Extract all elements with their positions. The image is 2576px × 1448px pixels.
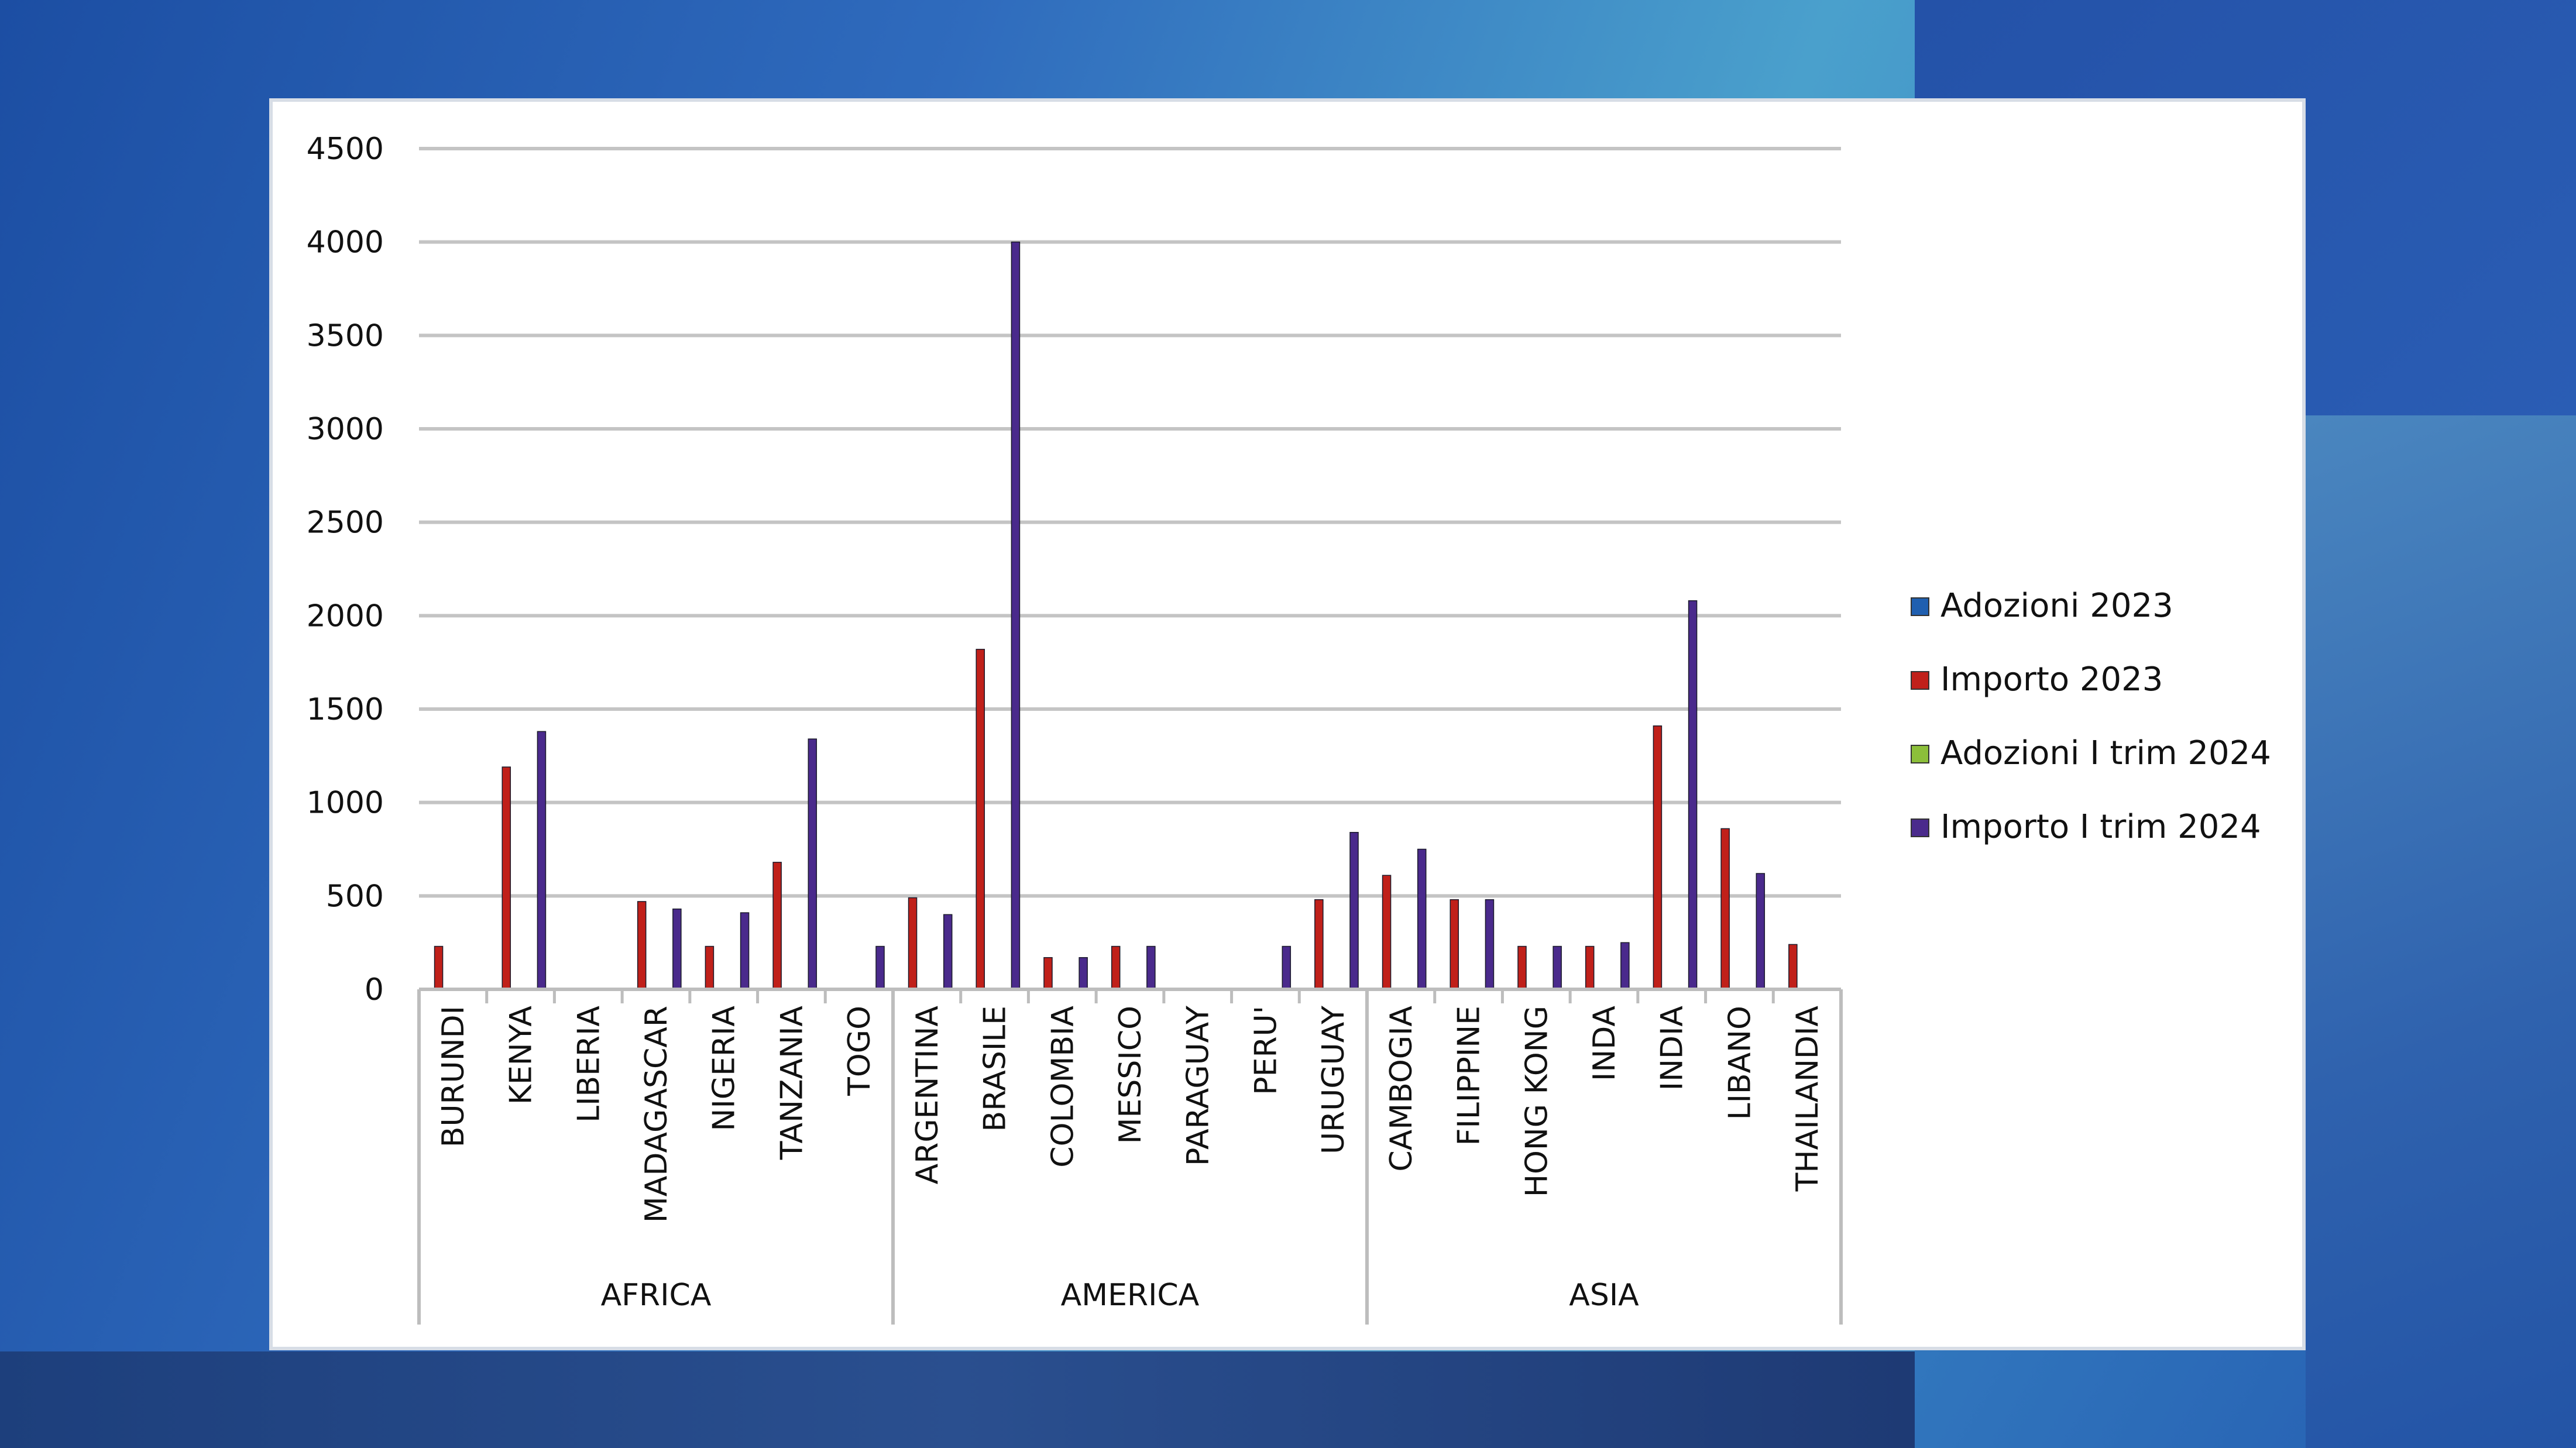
legend-label: Adozioni 2023 <box>1940 587 2173 625</box>
bar <box>1756 873 1766 990</box>
bar <box>1011 241 1021 990</box>
bar <box>1382 875 1392 990</box>
x-category-label: THAILANDIA <box>1790 1006 1825 1192</box>
x-category-label: BURUNDI <box>436 1006 471 1147</box>
y-tick-label: 4500 <box>307 132 384 167</box>
x-category-label: HONG KONG <box>1519 1006 1554 1197</box>
bar <box>908 897 918 990</box>
bar <box>1585 945 1595 990</box>
x-category-label: MADAGASCAR <box>639 1006 674 1223</box>
bar <box>1788 944 1798 990</box>
y-tick-label: 1000 <box>307 786 384 821</box>
bar <box>1517 945 1527 990</box>
x-category-label: PARAGUAY <box>1181 1006 1216 1166</box>
bar <box>1653 725 1663 990</box>
legend-swatch <box>1911 818 1929 837</box>
legend-swatch <box>1911 671 1929 690</box>
bar <box>705 945 715 990</box>
bar <box>1043 957 1053 990</box>
group-label: AMERICA <box>1061 1278 1200 1313</box>
x-category-label: KENYA <box>504 1006 539 1105</box>
bar <box>1079 957 1088 990</box>
bar <box>1688 600 1698 990</box>
x-category-label: FILIPPINE <box>1452 1006 1487 1146</box>
bar <box>976 649 985 990</box>
bar <box>740 912 750 990</box>
x-category-label: TANZANIA <box>774 1006 809 1161</box>
bar <box>1314 899 1324 990</box>
legend-label: Importo 2023 <box>1940 661 2163 699</box>
bar <box>1450 899 1459 990</box>
bar <box>502 766 511 990</box>
x-category-label: INDIA <box>1655 1006 1690 1091</box>
y-tick-label: 3500 <box>307 318 384 353</box>
x-category-label: PERU' <box>1248 1006 1283 1095</box>
group-label: ASIA <box>1569 1278 1639 1313</box>
bar <box>434 945 444 990</box>
y-tick-label: 1500 <box>307 692 384 727</box>
bar <box>875 945 885 990</box>
x-category-label: URUGUAY <box>1316 1006 1351 1154</box>
legend-swatch <box>1911 745 1929 763</box>
legend-swatch <box>1911 597 1929 616</box>
background-band-bottom <box>0 1351 1915 1448</box>
bar <box>1720 828 1730 990</box>
bar <box>1485 899 1495 990</box>
bar <box>1282 945 1292 990</box>
bar <box>1146 945 1156 990</box>
x-category-label: INDA <box>1587 1006 1622 1081</box>
bar <box>1417 848 1427 990</box>
bar <box>537 731 547 990</box>
bar <box>808 738 818 990</box>
legend-label: Importo I trim 2024 <box>1940 808 2261 846</box>
chart-card: 0 500 1000 1500 2000 2500 3000 3500 4000 4500 BURU… <box>269 98 2306 1350</box>
x-category-label: ARGENTINA <box>910 1006 945 1185</box>
x-category-label: MESSICO <box>1113 1006 1148 1144</box>
x-category-label: LIBANO <box>1722 1006 1757 1120</box>
y-tick-label: 0 <box>365 972 384 1007</box>
x-category-label: NIGERIA <box>707 1006 742 1131</box>
x-category-label: COLOMBIA <box>1045 1006 1080 1168</box>
bar <box>943 914 953 990</box>
y-tick-label: 2000 <box>307 599 384 634</box>
background-panel-right <box>2306 415 2576 1448</box>
bar-chart: 0 500 1000 1500 2000 2500 3000 3500 4000 4500 BURU… <box>307 132 2271 1325</box>
x-category-label: LIBERIA <box>571 1006 606 1123</box>
legend-label: Adozioni I trim 2024 <box>1940 734 2271 772</box>
y-tick-label: 500 <box>326 879 384 914</box>
y-tick-label: 4000 <box>307 225 384 260</box>
bar <box>672 908 682 990</box>
x-category-label: BRASILE <box>978 1006 1013 1131</box>
bar <box>1349 832 1359 990</box>
bar <box>1111 945 1121 990</box>
group-label: AFRICA <box>601 1278 712 1313</box>
y-tick-label: 2500 <box>307 505 384 541</box>
bar <box>1553 945 1562 990</box>
bar <box>1620 942 1630 990</box>
bar <box>772 862 782 990</box>
x-category-label: TOGO <box>842 1006 877 1096</box>
x-category-label: CAMBOGIA <box>1384 1006 1419 1172</box>
y-tick-label: 3000 <box>307 412 384 447</box>
bar <box>637 901 647 990</box>
